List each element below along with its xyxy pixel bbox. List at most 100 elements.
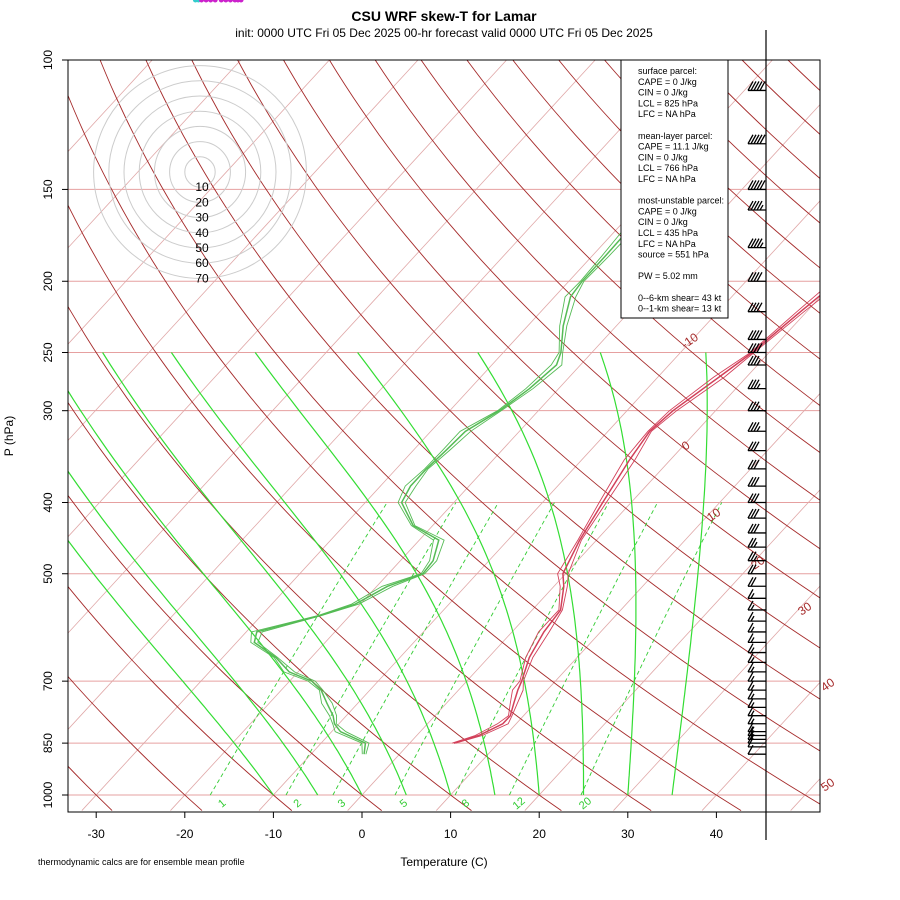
wind-barb-flag (750, 421, 757, 432)
wind-barb (747, 476, 766, 487)
wind-barb-flag (753, 476, 760, 487)
wind-barb-flag (747, 551, 754, 562)
stats-line: most-unstable parcel: (638, 196, 724, 206)
isotherm-line (68, 60, 507, 538)
dry-adiabat-line (283, 60, 820, 599)
dry-adiabat-line (145, 60, 820, 752)
stats-line: LFC = NA hPa (638, 109, 696, 119)
wind-barb-flag (753, 302, 760, 312)
mixing-ratio-line (285, 502, 457, 796)
dry-adiabat-line (68, 204, 652, 811)
wind-barb (747, 551, 766, 562)
wind-barb-flag (747, 643, 754, 653)
isotherm-line (68, 60, 596, 634)
dry-adiabat-label: 30 (795, 599, 814, 618)
moist-adiabat-line (170, 352, 452, 796)
x-tick-label: -20 (176, 827, 194, 841)
temperature-line (452, 291, 820, 744)
dry-adiabat-line (420, 60, 820, 454)
plot-frame (67, 59, 821, 813)
moist-adiabat-line (671, 352, 708, 796)
wind-barb (747, 330, 766, 341)
wind-barb-flag (747, 355, 754, 366)
wind-barb-flag (750, 302, 757, 312)
stats-line: CIN = 0 J/kg (638, 217, 688, 227)
hodo-height-label: 3 (224, 0, 230, 3)
wind-barb-flag (750, 355, 757, 366)
dry-adiabat-label: 0 (679, 438, 693, 453)
wind-barb-flag (753, 493, 760, 503)
wind-barb-flag (753, 355, 760, 366)
wind-barb-flag (750, 459, 757, 470)
stats-line: source = 551 hPa (638, 250, 709, 260)
wind-barb-flag (750, 401, 757, 411)
wind-barb-flag (747, 330, 754, 340)
wind-barb-half (759, 204, 764, 211)
wind-barb-flag (753, 180, 760, 190)
wind-barb (747, 653, 766, 664)
wind-barb-flag (747, 476, 754, 487)
isotherm-line (68, 60, 153, 153)
temperature-line (455, 298, 820, 744)
wind-barb (747, 698, 766, 709)
wind-barb (747, 588, 766, 599)
wind-barb-flag (756, 238, 763, 248)
isotherm-line (170, 103, 820, 811)
isotherm-line (68, 60, 242, 249)
hodo-ring-label: 10 (195, 180, 209, 194)
mixing-ratio-line (580, 502, 723, 796)
wind-barb (747, 523, 766, 534)
dry-adiabat-line (68, 765, 113, 811)
wind-barb-half (750, 693, 755, 700)
wind-barb-half (750, 710, 755, 717)
wind-barb-flag (750, 379, 757, 389)
dry-adiabat-line (99, 60, 820, 805)
stats-line: CAPE = 11.1 J/kg (638, 142, 709, 152)
isotherm-line (68, 60, 330, 345)
stats-line: CAPE = 0 J/kg (638, 206, 697, 216)
hodo-ring-label: 30 (195, 211, 209, 225)
y-tick-label: 150 (41, 179, 55, 199)
wind-barb-flag (753, 271, 760, 282)
wind-barb-flag (747, 611, 754, 622)
y-axis-label: P (hPa) (2, 416, 16, 456)
wind-barb (747, 379, 766, 390)
wind-barb (747, 441, 766, 452)
wind-barb-flag (753, 421, 760, 432)
wind-barb-flag (747, 343, 754, 353)
wind-barb-half (750, 675, 755, 682)
hodo-ring (123, 95, 277, 249)
chart-title: CSU WRF skew-T for Lamar (351, 8, 537, 24)
wind-barb (747, 81, 766, 92)
stats-line: LCL = 766 hPa (638, 163, 698, 173)
wind-barb-flag (756, 81, 763, 91)
dry-adiabat-label: 10 (704, 505, 723, 524)
x-tick-label: 20 (533, 827, 547, 841)
wind-barb-half (753, 541, 758, 548)
wind-barb-half (750, 666, 755, 673)
wind-barb-flag (750, 238, 757, 248)
wind-barb-flag (747, 200, 754, 211)
wind-barb (747, 576, 766, 587)
dewpoint-line (253, 228, 630, 755)
wind-barb-flag (753, 343, 760, 353)
sounding-profiles (250, 228, 820, 755)
y-tick-label: 400 (41, 492, 55, 512)
hodo-ring (108, 80, 292, 264)
wind-barb-flag (756, 134, 763, 145)
wind-barb-half (750, 657, 755, 663)
wind-barb (747, 611, 766, 622)
wind-barb-flag (747, 576, 754, 587)
stats-line: LCL = 825 hPa (638, 98, 698, 108)
isotherm-line (790, 778, 820, 811)
moist-adiabat-line (102, 352, 407, 796)
stats-line: CIN = 0 J/kg (638, 88, 688, 98)
dry-adiabat-line (787, 60, 820, 92)
hodo-height-label: 4 (229, 0, 235, 3)
moist-adiabat-line (254, 352, 496, 796)
stats-line: LCL = 435 hPa (638, 228, 698, 238)
wind-barb-flag (756, 302, 763, 312)
wind-barb-flag (747, 493, 754, 503)
mixing-ratio-label: 2 (291, 797, 303, 810)
wind-barb-flag (747, 238, 754, 248)
